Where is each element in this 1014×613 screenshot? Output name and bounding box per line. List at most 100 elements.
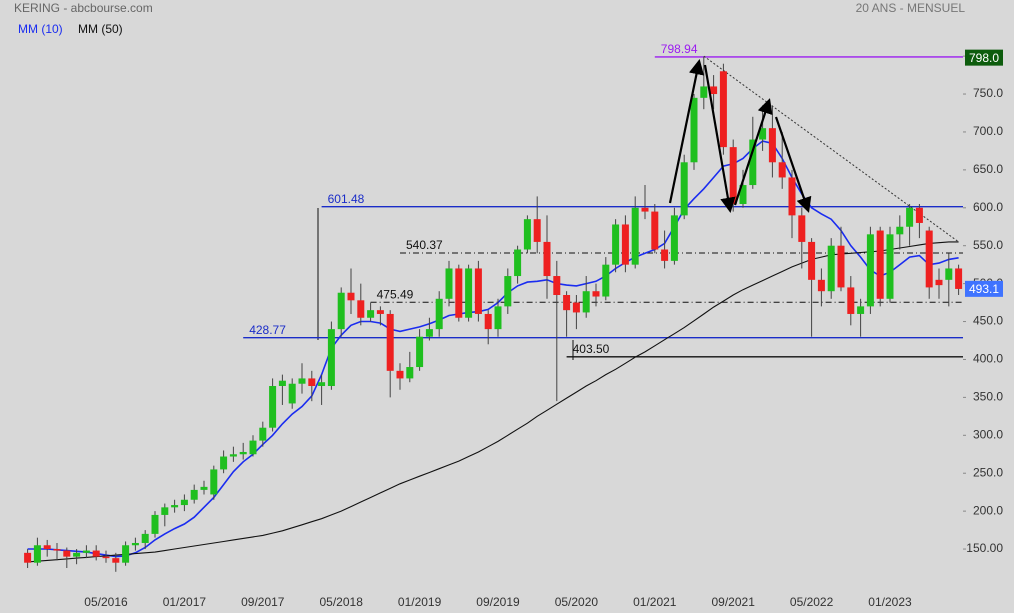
- candle-body: [131, 542, 139, 546]
- candle-body: [33, 545, 41, 563]
- x-tick-label: 09/2021: [712, 595, 756, 609]
- trendline: [703, 55, 959, 243]
- candle-body: [847, 287, 855, 314]
- candle-body: [886, 234, 894, 299]
- candle-body: [651, 211, 659, 250]
- price-tag: [965, 280, 1003, 297]
- price-tag-label: 798.0: [969, 51, 999, 65]
- candle-body: [288, 383, 296, 404]
- candle-body: [445, 268, 453, 299]
- candle-body: [161, 507, 169, 515]
- level-label: 403.50: [573, 342, 610, 356]
- x-tick-label: 09/2017: [241, 595, 285, 609]
- candle-body: [367, 310, 375, 318]
- candle-body: [572, 302, 580, 313]
- candle-body: [376, 310, 384, 314]
- legend-entry: MM (10): [18, 22, 63, 36]
- y-tick-label: 450.0: [973, 314, 1003, 328]
- x-tick-label: 01/2017: [163, 595, 207, 609]
- x-tick-label: 05/2022: [790, 595, 834, 609]
- candle-body: [190, 489, 198, 500]
- candle-body: [239, 451, 247, 455]
- y-tick-label: 650.0: [973, 162, 1003, 176]
- candle-body: [229, 454, 237, 457]
- y-tick-label: 300.0: [973, 427, 1003, 441]
- x-tick-label: 01/2019: [398, 595, 442, 609]
- candle-body: [729, 147, 737, 204]
- candle-body: [749, 139, 757, 186]
- candle-body: [465, 268, 473, 318]
- candle-body: [416, 336, 424, 368]
- candle-body: [719, 71, 727, 148]
- candle-body: [327, 329, 335, 387]
- candle-body: [837, 245, 845, 288]
- candle-body: [690, 97, 698, 163]
- candle-body: [494, 306, 502, 330]
- arrow: [703, 64, 736, 214]
- arrow: [774, 116, 812, 213]
- candle-body: [827, 245, 835, 292]
- candle-body: [955, 268, 963, 289]
- x-tick-label: 05/2018: [320, 595, 364, 609]
- candle-body: [298, 378, 306, 384]
- candle-body: [43, 545, 51, 550]
- candle-body: [876, 230, 884, 299]
- candle-body: [543, 241, 551, 277]
- candle-body: [945, 268, 953, 280]
- candle-body: [768, 128, 776, 163]
- candle-body: [504, 276, 512, 307]
- level-label: 601.48: [328, 192, 365, 206]
- candle-body: [563, 295, 571, 311]
- x-tick-label: 05/2016: [84, 595, 128, 609]
- candle-body: [180, 499, 188, 506]
- candle-body: [112, 558, 120, 563]
- candle-body: [788, 177, 796, 216]
- moving-average: [27, 241, 959, 563]
- x-tick-label: 01/2023: [868, 595, 912, 609]
- arrow: [668, 58, 705, 204]
- candle-body: [151, 514, 159, 534]
- level-label: 798.94: [661, 42, 698, 56]
- arrow: [733, 98, 773, 206]
- candle-body: [386, 313, 394, 371]
- candle-body: [612, 224, 620, 265]
- candle-body: [523, 219, 531, 250]
- candle-body: [759, 128, 767, 140]
- candle-body: [906, 207, 914, 227]
- candle-body: [357, 300, 365, 318]
- candle-body: [24, 552, 32, 563]
- candle-body: [200, 486, 208, 490]
- x-tick-label: 09/2019: [476, 595, 520, 609]
- y-tick-label: 750.0: [973, 86, 1003, 100]
- candle-body: [621, 224, 629, 265]
- arrows: [668, 58, 812, 214]
- y-tick-label: 250.0: [973, 465, 1003, 479]
- candle-body: [808, 241, 816, 280]
- candle-body: [92, 550, 100, 557]
- chart-subtitle: 20 ANS - MENSUEL: [856, 1, 966, 15]
- candle-body: [592, 291, 600, 297]
- candle-body: [82, 550, 90, 553]
- candle-body: [455, 268, 463, 318]
- candle-body: [278, 380, 286, 387]
- price-tag: [965, 49, 1003, 66]
- candle-body: [210, 469, 218, 495]
- chart-title: KERING - abcbourse.com: [14, 1, 153, 15]
- candle-body: [347, 292, 355, 301]
- candle-body: [700, 86, 708, 98]
- candle-body: [102, 556, 110, 559]
- candle-body: [484, 313, 492, 330]
- candle-body: [710, 86, 718, 95]
- y-tick-label: 350.0: [973, 390, 1003, 404]
- candle-body: [249, 440, 257, 455]
- price-tag-label: 493.1: [969, 282, 999, 296]
- y-tick-label: 400.0: [973, 352, 1003, 366]
- y-tick-label: 600.0: [973, 200, 1003, 214]
- candle-body: [798, 215, 806, 242]
- candle-body: [582, 291, 590, 313]
- level-label: 540.37: [406, 238, 443, 252]
- candle-body: [670, 215, 678, 261]
- candle-body: [259, 427, 267, 441]
